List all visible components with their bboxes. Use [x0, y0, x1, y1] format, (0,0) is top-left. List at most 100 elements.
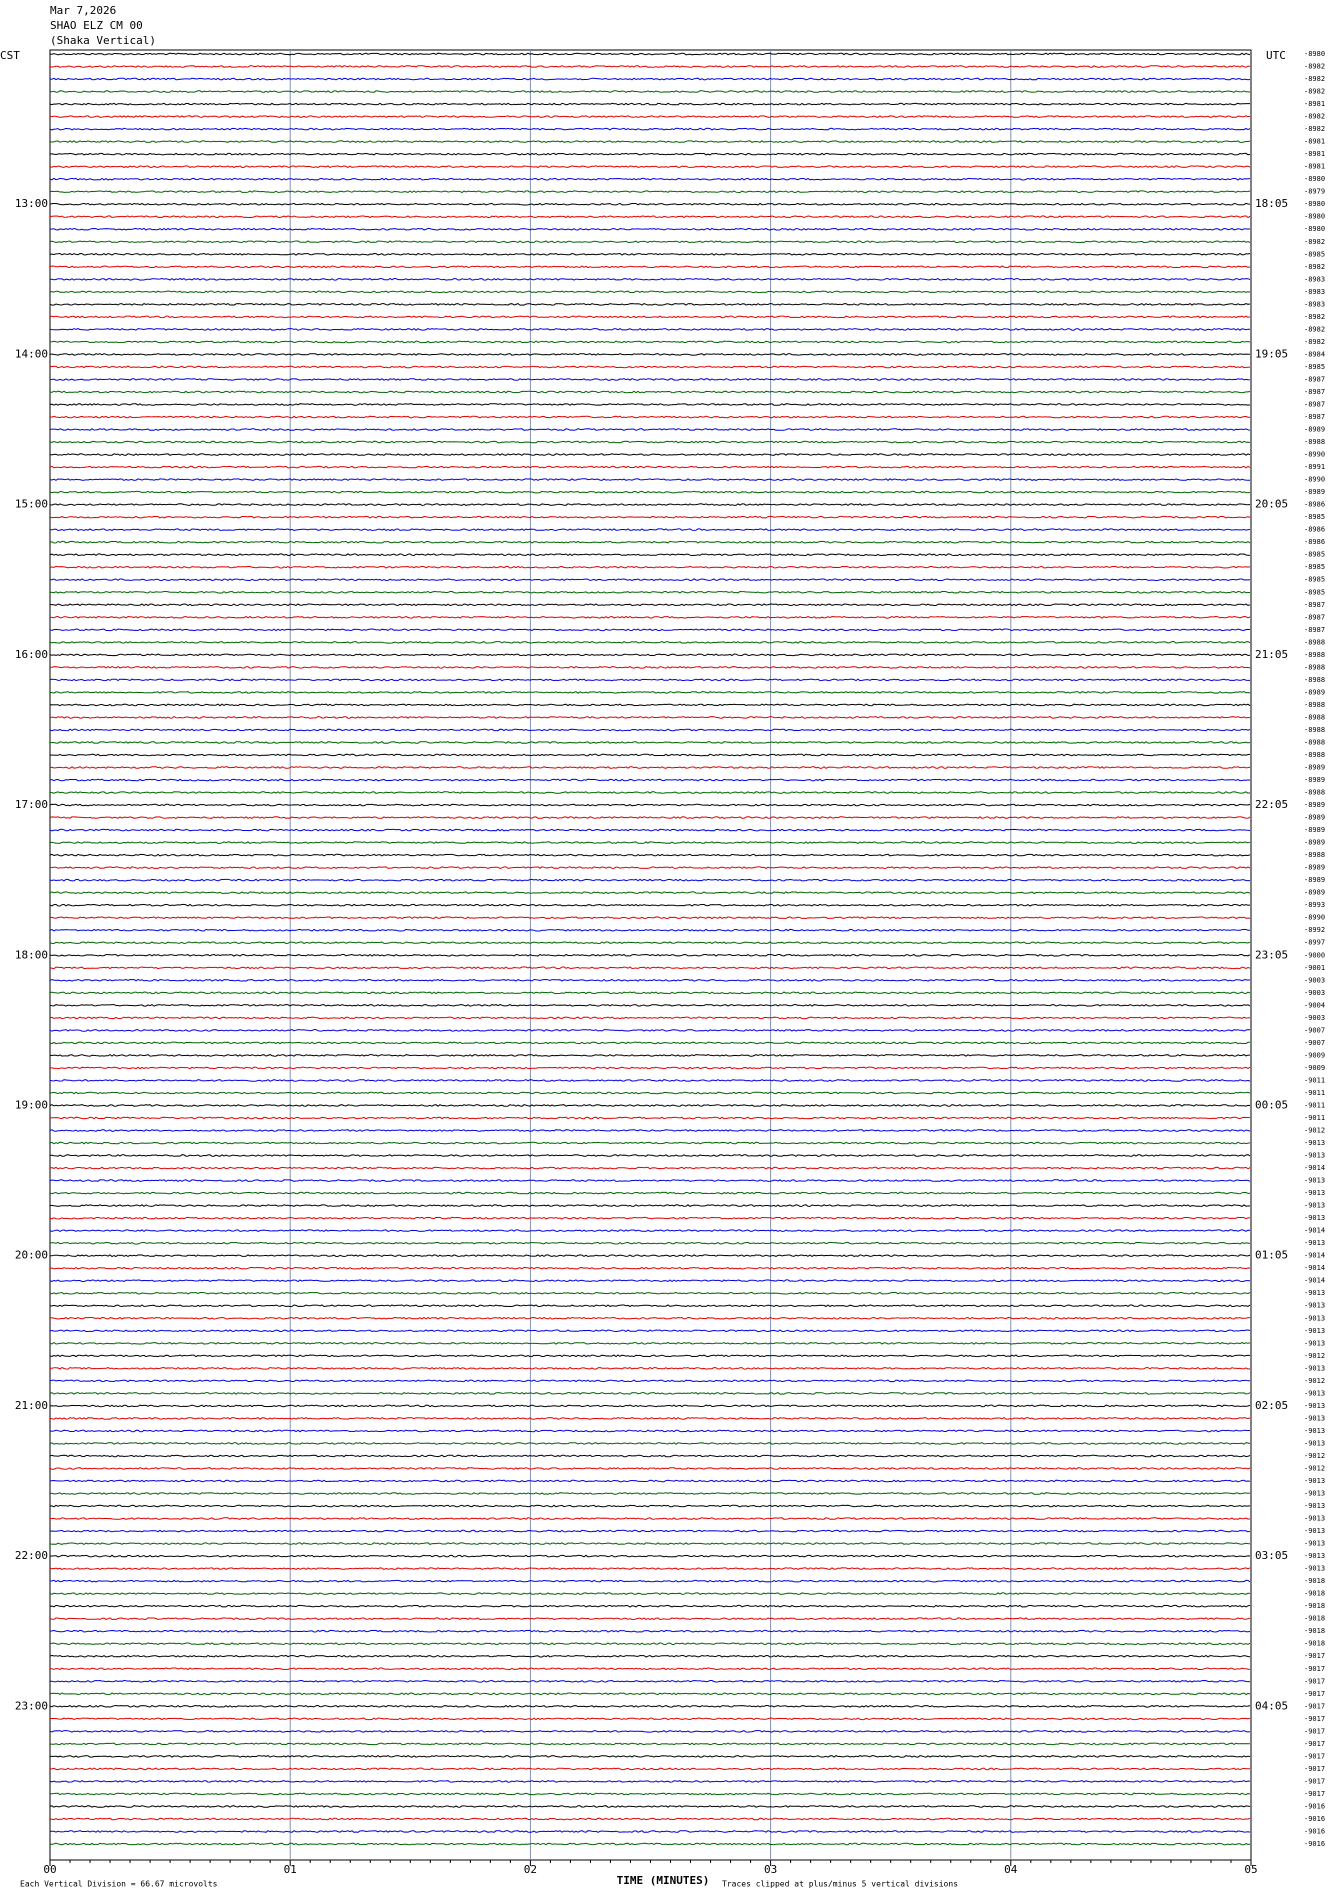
trace: [49, 190, 1251, 194]
trace-offset: -9012: [1304, 1452, 1325, 1460]
trace-offset: -9017: [1304, 1790, 1325, 1798]
trace: [49, 1542, 1251, 1545]
trace-offset: -9013: [1304, 1552, 1325, 1560]
trace: [49, 628, 1251, 632]
trace: [49, 653, 1251, 657]
trace: [50, 1366, 1251, 1370]
trace: [50, 277, 1251, 281]
trace: [49, 390, 1251, 394]
trace: [49, 1229, 1251, 1233]
cst-hour: 21:00: [15, 1399, 48, 1412]
trace-offset: -9013: [1304, 1177, 1325, 1185]
trace-offset: -8990: [1304, 914, 1325, 922]
trace-offset: -8997: [1304, 939, 1325, 947]
trace-offset: -8983: [1304, 300, 1325, 308]
trace: [49, 1479, 1251, 1483]
trace: [49, 1191, 1251, 1195]
trace-offset: -8982: [1304, 313, 1325, 321]
trace: [49, 515, 1251, 519]
utc-hour: 03:05: [1255, 1549, 1288, 1562]
trace-offset: -9013: [1304, 1139, 1325, 1147]
trace-offset: -9017: [1304, 1665, 1325, 1673]
trace-offset: -9014: [1304, 1227, 1325, 1235]
trace-offset: -9013: [1304, 1289, 1325, 1297]
trace-offset: -9017: [1304, 1740, 1325, 1748]
utc-hour: 20:05: [1255, 498, 1288, 511]
trace: [49, 327, 1251, 331]
trace-offset: -8987: [1304, 375, 1325, 383]
trace-offset: -9017: [1304, 1765, 1325, 1773]
trace: [49, 428, 1251, 431]
trace: [49, 102, 1250, 106]
trace: [49, 1442, 1251, 1445]
trace-offset: -8988: [1304, 851, 1325, 859]
trace-offset: -9013: [1304, 1239, 1325, 1247]
trace: [49, 77, 1251, 81]
trace-offset: -9018: [1304, 1615, 1325, 1623]
x-tick-label: 01: [284, 1863, 297, 1876]
trace: [49, 215, 1251, 219]
trace: [49, 90, 1251, 93]
clip-note: Traces clipped at plus/minus 5 vertical …: [722, 1880, 958, 1889]
trace: [49, 766, 1251, 769]
trace-offset: -8981: [1304, 150, 1325, 158]
trace-offset: -8982: [1304, 88, 1325, 96]
trace: [49, 991, 1251, 995]
cst-hour: 16:00: [15, 648, 48, 661]
trace: [49, 152, 1251, 156]
utc-hour: 01:05: [1255, 1249, 1288, 1262]
trace-offset: -8980: [1304, 175, 1325, 183]
trace: [49, 1254, 1251, 1258]
trace: [49, 1141, 1251, 1145]
trace: [49, 302, 1251, 306]
trace-offset: -9009: [1304, 1064, 1325, 1072]
utc-hour: 21:05: [1255, 648, 1288, 661]
trace-offset: -9014: [1304, 1252, 1325, 1260]
trace-offset: -9017: [1304, 1715, 1325, 1723]
trace-offset: -9011: [1304, 1076, 1325, 1084]
trace-offset: -9018: [1304, 1627, 1325, 1635]
trace-offset: -9003: [1304, 1014, 1325, 1022]
trace: [49, 440, 1251, 444]
trace-offset: -8988: [1304, 713, 1325, 721]
trace: [49, 715, 1251, 719]
trace: [49, 891, 1251, 895]
trace: [49, 1379, 1251, 1383]
trace-offset: -9003: [1304, 976, 1325, 984]
utc-hour: 22:05: [1255, 798, 1288, 811]
trace: [49, 1429, 1251, 1433]
trace-offset: -9013: [1304, 1502, 1325, 1510]
trace: [49, 565, 1251, 569]
trace: [49, 1416, 1251, 1420]
trace-offset: -9013: [1304, 1214, 1325, 1222]
trace-offset: -8988: [1304, 701, 1325, 709]
trace-offset: -9016: [1304, 1827, 1325, 1835]
trace: [49, 503, 1251, 507]
cst-hour: 14:00: [15, 347, 48, 360]
trace: [49, 290, 1251, 294]
trace: [49, 353, 1251, 356]
trace: [49, 1304, 1251, 1308]
trace-offset: -8982: [1304, 338, 1325, 346]
trace-offset: -8983: [1304, 275, 1325, 283]
trace-offset: -9013: [1304, 1339, 1325, 1347]
trace-offset: -9013: [1304, 1490, 1325, 1498]
trace-offset: -9013: [1304, 1439, 1325, 1447]
trace-offset: -9013: [1304, 1389, 1325, 1397]
trace-offset: -9017: [1304, 1652, 1325, 1660]
trace-offset: -9013: [1304, 1189, 1325, 1197]
trace: [49, 1792, 1251, 1796]
trace: [49, 791, 1251, 794]
trace-offset: -8985: [1304, 250, 1325, 258]
trace: [49, 1604, 1251, 1608]
trace: [49, 1554, 1251, 1558]
trace-offset: -8980: [1304, 225, 1325, 233]
trace: [49, 140, 1251, 144]
trace-offset: -8989: [1304, 876, 1325, 884]
trace: [49, 127, 1251, 131]
trace-offset: -9013: [1304, 1152, 1325, 1160]
trace: [49, 1216, 1250, 1220]
trace-offset: -8980: [1304, 213, 1325, 221]
trace-offset: -9011: [1304, 1089, 1325, 1097]
trace-offset: -9017: [1304, 1752, 1325, 1760]
